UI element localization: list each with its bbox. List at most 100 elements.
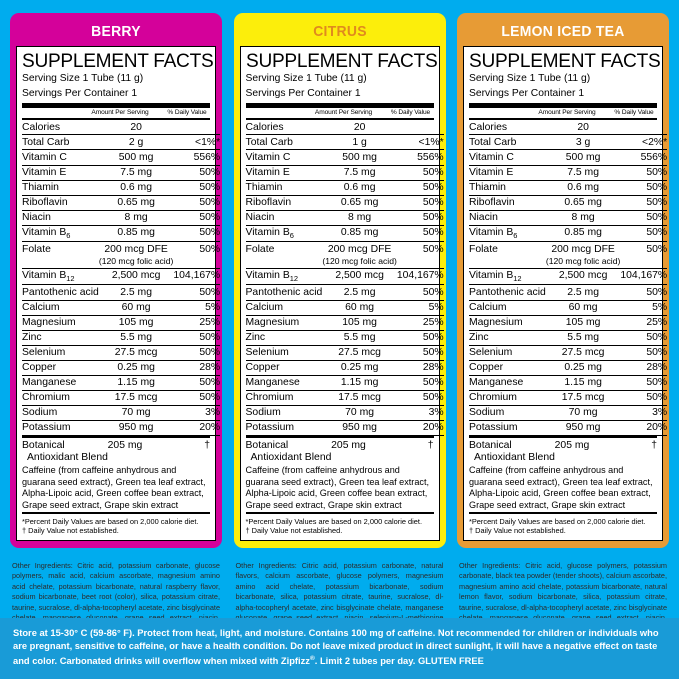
column-headers: Amount Per Serving % Daily Value [246,108,434,118]
nutrient-daily-value: 556% [620,149,668,166]
blend-ingredients: Caffeine (from caffeine anhydrous and gu… [245,464,430,511]
nutrient-daily-value: 50% [173,165,221,181]
flavor-tab-label: CITRUS [312,23,367,40]
nutrient-row: Chromium 17.5 mcg 50% [245,390,444,406]
nutrient-daily-value: 25% [620,315,668,331]
nutrient-name: Calories [245,120,323,136]
nutrient-name: Sodium [245,405,323,421]
nutrient-daily-value: 50% [173,390,221,406]
nutrient-row: Pantothenic acid 2.5 mg 50% [22,284,221,301]
banner-text: Store at 15-30° C (59-86° F). Protect fr… [13,627,659,667]
flavor-panel: CITRUS SUPPLEMENT FACTS Serving Size 1 Tub… [233,13,446,549]
nutrient-amount: 5.5 mg [98,330,174,346]
nutrient-amount: 0.65 mg [98,195,174,211]
nutrient-daily-value: 556% [396,149,444,166]
nutrient-name: Zinc [469,330,546,346]
spacer-cell [173,256,221,269]
nutrient-name: Pantothenic acid [245,284,323,301]
nutrient-row: Vitamin B12 2,500 mcg 104,167% [245,268,444,286]
nutrient-amount: 7.5 mg [322,165,397,181]
nutrient-amount: 17.5 mcg [322,390,397,406]
footnote-dagger: † Daily Value not established. [469,526,566,536]
nutrient-amount: 17.5 mcg [98,390,174,406]
nutrient-daily-value: 28% [396,360,444,376]
nutrient-daily-value: 3% [620,405,668,421]
nutrient-name: Chromium [22,390,99,406]
nutrient-daily-value [396,120,444,136]
nutrient-name: Niacin [245,210,323,226]
nutrient-row: Vitamin B6 0.85 mg 50% [245,225,444,243]
nutrient-daily-value: 50% [646,243,668,255]
blend-header-row: Botanical 205 mg † [469,440,657,452]
nutrient-daily-value: 50% [173,330,221,346]
nutrient-name: Total Carb [22,134,99,151]
nutrient-amount: 0.85 mg [545,225,621,243]
nutrient-amount: 60 mg [98,300,174,316]
thick-divider [22,102,210,108]
nutrient-name: Calories [22,120,99,136]
footnote-dagger: † Daily Value not established. [22,526,119,536]
nutrient-amount: 105 mg [322,315,397,331]
nutrient-subnote: (120 mcg folic acid) [545,256,621,269]
nutrient-name: Selenium [22,345,99,361]
botanical-blend-section: Botanical 205 mg † Antioxidant Blend Caffein… [22,438,210,511]
nutrient-daily-value: 50% [173,180,221,196]
nutrient-name: Folate [22,243,51,255]
nutrient-row: Vitamin B12 2,500 mcg 104,167% [22,268,221,286]
nutrient-amount: 27.5 mcg [322,345,397,361]
blend-daily-value: † [651,440,657,452]
botanical-blend-section: Botanical 205 mg † Antioxidant Blend Caffein… [246,438,434,511]
nutrient-daily-value: 50% [396,390,444,406]
nutrient-amount: 2 g [98,134,174,151]
nutrient-amount: 2.5 mg [545,284,621,301]
thick-divider [245,102,434,108]
nutrient-row: Total Carb 3 g <2%* [469,134,668,151]
nutrient-name: Magnesium [245,315,323,331]
nutrient-daily-value: 50% [620,225,668,243]
nutrient-amount: 200 mcg DFE [327,243,392,255]
nutrient-daily-value: 104,167% [173,268,221,286]
nutrient-name: Total Carb [469,134,546,151]
nutrient-name: Riboflavin [245,195,323,211]
nutrient-daily-value: 50% [173,195,221,211]
nutrient-name: Folate [469,243,498,255]
column-header-daily-value: % Daily Value [390,109,431,117]
nutrient-row: Vitamin C 500 mg 556% [245,149,444,166]
nutrient-amount: 0.85 mg [98,225,174,243]
nutrient-daily-value: 5% [396,300,444,316]
servings-per-container: Servings Per Container 1 [469,87,585,99]
nutrient-daily-value: 50% [396,180,444,196]
nutrient-name: Magnesium [22,315,99,331]
nutrient-table: Calories 20 Total Carb 2 g <1%* Vitamin C 500 … [22,120,221,436]
nutrient-name: Niacin [22,210,99,226]
medium-divider-3 [469,511,657,515]
blend-header-row: Botanical 205 mg † [22,440,210,452]
nutrient-row: Magnesium 105 mg 25% [22,315,221,331]
nutrient-name: Copper [245,360,323,376]
nutrient-name: Riboflavin [22,195,99,211]
nutrient-daily-value: 50% [396,330,444,346]
nutrient-daily-value: 104,167% [396,268,444,286]
nutrient-daily-value: 28% [620,360,668,376]
nutrient-name: Sodium [22,405,99,421]
nutrient-amount: 70 mg [98,405,174,421]
nutrient-row: Thiamin 0.6 mg 50% [469,180,668,196]
nutrient-amount: 8 mg [98,210,174,226]
medium-divider-2 [469,435,657,439]
nutrient-amount: 8 mg [322,210,397,226]
nutrient-amount: 500 mg [545,149,621,166]
nutrient-amount: 950 mg [98,420,174,436]
nutrient-name: Vitamin B12 [22,268,99,286]
nutrient-amount: 8 mg [545,210,621,226]
medium-divider [469,117,657,121]
banner-text-continued: . Limit 2 tubes per day. [314,656,418,667]
column-header-amount: Amount Per Serving [314,109,373,117]
nutrient-name: Vitamin E [245,165,323,181]
column-header-amount: Amount Per Serving [91,109,149,117]
blend-name: Botanical [469,440,512,452]
column-headers: Amount Per Serving % Daily Value [469,108,657,118]
nutrient-amount: 950 mg [322,420,397,436]
nutrient-row: Vitamin B6 0.85 mg 50% [469,225,668,243]
nutrient-subnote: (120 mcg folic acid) [322,256,397,269]
label-title: SUPPLEMENT FACTS [469,50,661,72]
